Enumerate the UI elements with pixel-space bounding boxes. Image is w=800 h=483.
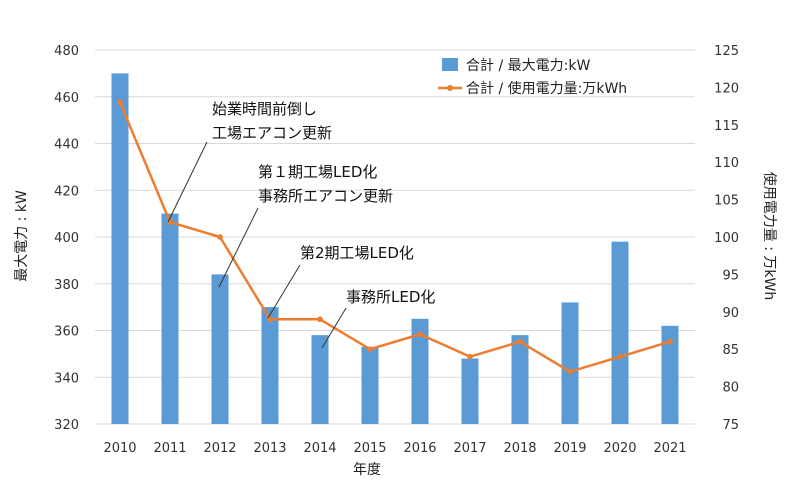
annotation-text: 工場エアコン更新 bbox=[212, 124, 332, 142]
line-point bbox=[217, 234, 223, 240]
left-tick-label: 360 bbox=[54, 325, 79, 340]
right-tick-label: 75 bbox=[722, 418, 739, 433]
left-tick-label: 340 bbox=[54, 371, 79, 386]
annotation-leader bbox=[167, 141, 208, 223]
x-tick-label: 2010 bbox=[103, 441, 136, 456]
x-tick-label: 2016 bbox=[403, 441, 436, 456]
annotation-text: 始業時間前倒し bbox=[212, 100, 317, 118]
legend-swatch-bar bbox=[442, 58, 458, 71]
line-point bbox=[467, 353, 473, 360]
left-tick-label: 400 bbox=[54, 231, 79, 246]
right-tick-label: 105 bbox=[714, 194, 739, 209]
right-tick-label: 100 bbox=[714, 231, 739, 246]
annotation-text: 第１期工場LED化 bbox=[258, 163, 377, 181]
right-tick-label: 110 bbox=[714, 156, 739, 171]
x-tick-label: 2021 bbox=[653, 441, 686, 456]
right-axis-ticks: 75 80 85 90 95 100 105 110 115 120 125 bbox=[714, 44, 739, 433]
bar bbox=[511, 335, 529, 424]
left-tick-label: 480 bbox=[54, 44, 79, 59]
gridlines bbox=[95, 49, 695, 425]
line-point bbox=[567, 368, 573, 375]
x-tick-label: 2014 bbox=[303, 441, 336, 456]
right-tick-label: 90 bbox=[722, 306, 739, 321]
line-point bbox=[667, 338, 673, 345]
right-axis-title: 使用電力量 : 万kWh bbox=[761, 172, 778, 300]
right-tick-label: 120 bbox=[714, 81, 739, 96]
line-point bbox=[617, 353, 623, 360]
bar bbox=[611, 241, 629, 424]
series-line bbox=[118, 101, 671, 373]
right-tick-label: 85 bbox=[722, 343, 739, 358]
bar bbox=[561, 302, 579, 424]
line-point bbox=[117, 99, 123, 106]
x-tick-label: 2017 bbox=[453, 441, 486, 456]
bar bbox=[211, 274, 229, 424]
line-point bbox=[517, 338, 523, 345]
bar bbox=[111, 73, 129, 424]
left-axis-ticks: 320 340 360 380 400 420 440 460 480 bbox=[54, 44, 79, 433]
bar bbox=[661, 325, 679, 424]
x-tick-label: 2018 bbox=[503, 441, 536, 456]
line-point bbox=[417, 331, 423, 338]
left-tick-label: 460 bbox=[54, 91, 79, 106]
left-tick-label: 420 bbox=[54, 184, 79, 199]
annotation-text: 第2期工場LED化 bbox=[300, 244, 414, 262]
line-series bbox=[117, 99, 673, 375]
annotation-leader bbox=[321, 307, 347, 349]
left-tick-label: 440 bbox=[54, 138, 79, 153]
annotation-2011: 始業時間前倒し 工場エアコン更新 bbox=[167, 100, 332, 223]
legend-swatch-marker bbox=[447, 85, 453, 91]
right-tick-label: 125 bbox=[714, 44, 739, 59]
annotation-2014: 事務所LED化 bbox=[321, 288, 435, 349]
bar bbox=[161, 213, 179, 424]
x-axis-title: 年度 bbox=[353, 462, 381, 478]
x-axis-ticks: 2010 2011 2012 2013 2014 2015 2016 2017 2018 2019… bbox=[103, 441, 686, 456]
bar-series bbox=[111, 73, 679, 424]
x-tick-label: 2020 bbox=[603, 441, 636, 456]
bar bbox=[461, 358, 479, 424]
legend-label-line: 合計 / 使用電力量:万kWh bbox=[466, 80, 627, 97]
legend: 合計 / 最大電力:kW 合計 / 使用電力量:万kWh bbox=[438, 58, 627, 97]
bar bbox=[411, 318, 429, 424]
legend-label-bar: 合計 / 最大電力:kW bbox=[466, 58, 590, 74]
right-tick-label: 95 bbox=[722, 268, 739, 283]
left-tick-label: 320 bbox=[54, 418, 79, 433]
line-point bbox=[167, 219, 173, 225]
x-tick-label: 2019 bbox=[553, 441, 586, 456]
bar bbox=[361, 346, 379, 424]
x-tick-label: 2012 bbox=[203, 441, 236, 456]
annotation-text: 事務所エアコン更新 bbox=[258, 187, 393, 205]
x-tick-label: 2015 bbox=[353, 441, 386, 456]
annotation-text: 事務所LED化 bbox=[346, 288, 435, 306]
right-tick-label: 80 bbox=[722, 381, 739, 396]
annotation-leader bbox=[267, 264, 301, 319]
right-tick-label: 115 bbox=[714, 119, 739, 134]
bar bbox=[311, 335, 329, 424]
annotation-leader bbox=[218, 207, 259, 288]
x-tick-label: 2013 bbox=[253, 441, 286, 456]
line-point bbox=[317, 316, 323, 323]
left-axis-title: 最大電力 : kW bbox=[14, 190, 30, 282]
left-tick-label: 380 bbox=[54, 278, 79, 293]
x-tick-label: 2011 bbox=[153, 441, 186, 456]
annotation-2012: 第１期工場LED化 事務所エアコン更新 bbox=[218, 163, 393, 288]
bar bbox=[261, 307, 279, 424]
annotation-2013: 第2期工場LED化 bbox=[267, 244, 414, 319]
line-point bbox=[367, 346, 373, 353]
